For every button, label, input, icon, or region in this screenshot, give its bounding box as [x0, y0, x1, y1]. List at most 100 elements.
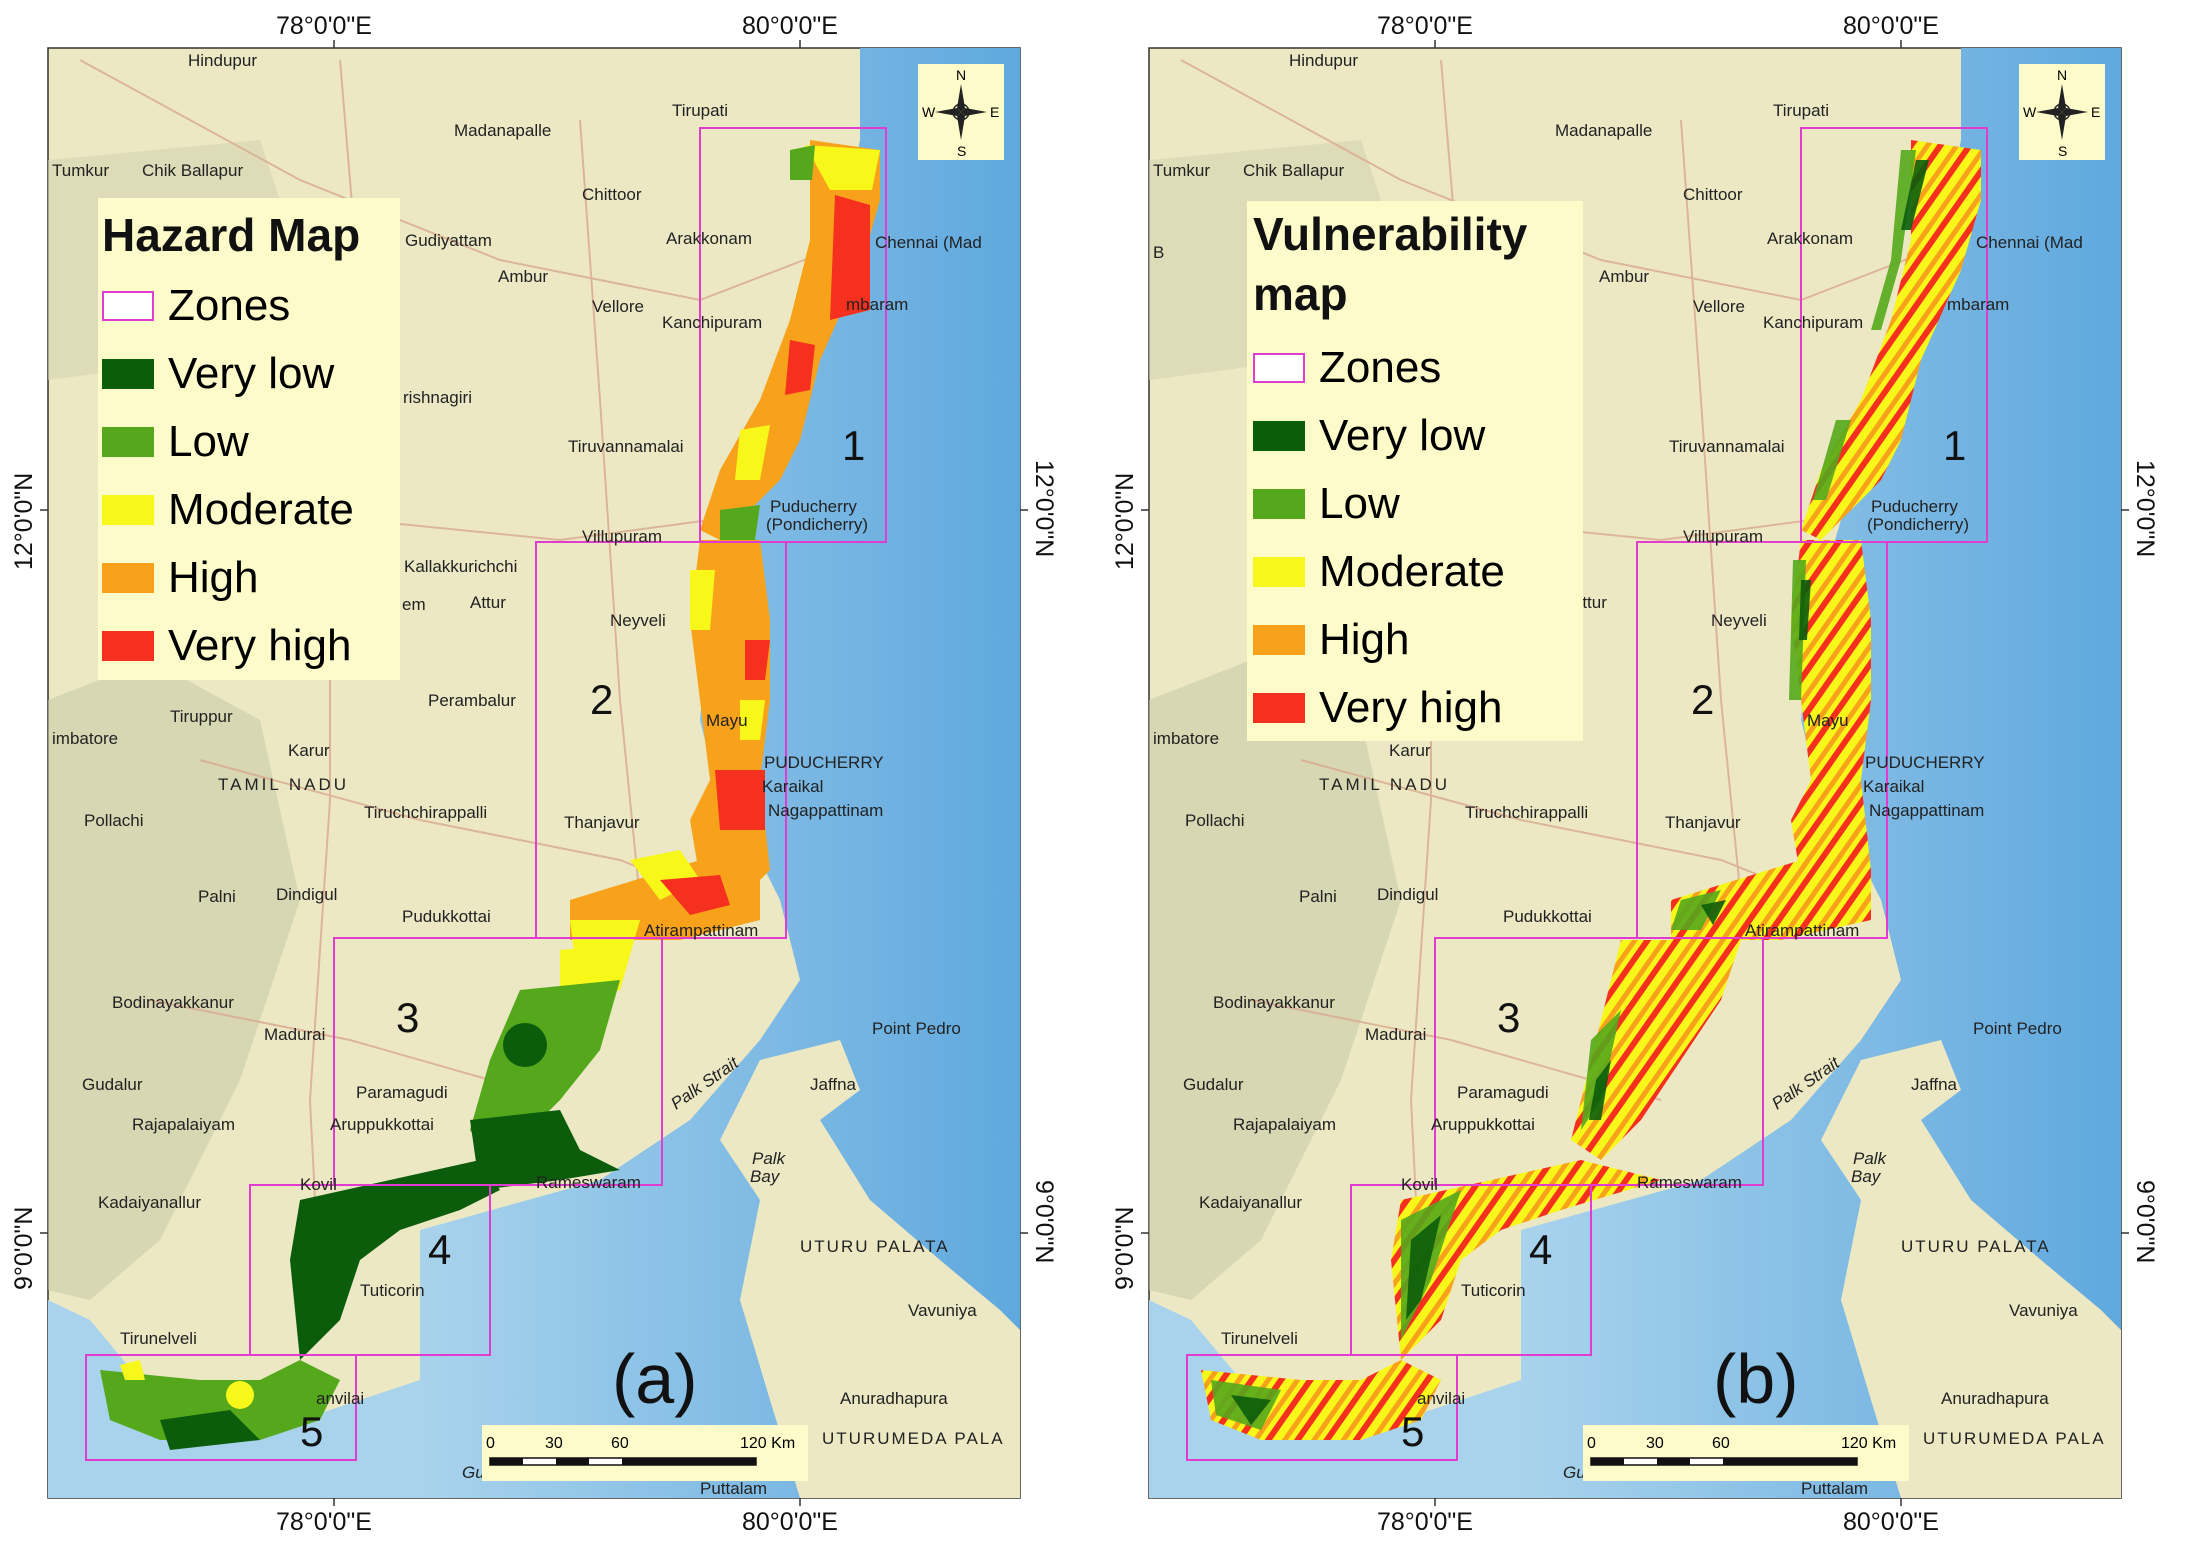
city-label: Chik Ballapur [142, 161, 243, 180]
city-label: Aruppukkottai [1431, 1115, 1535, 1134]
region-label: TAMIL NADU [1319, 775, 1450, 794]
region-label: UTURUMEDA PALA [822, 1429, 1005, 1448]
bottom-lon-label-78: 78°0'0"E [276, 1508, 372, 1536]
city-label: Tirunelveli [1221, 1329, 1298, 1348]
panel-letter-a: (a) [612, 1340, 698, 1418]
city-label: Tiruvannamalai [1669, 437, 1785, 456]
city-label: Chittoor [582, 185, 642, 204]
city-label: Atirampattinam [1745, 921, 1859, 940]
left-lat-label-9: 9°0'0"N [10, 1207, 38, 1290]
hazard-map-panel: 78°0'0"E 80°0'0"E 78°0'0"E 80°0'0"E 12°0… [0, 0, 1090, 1546]
city-label: Jaffna [1911, 1075, 1958, 1094]
city-label: Arakkonam [1767, 229, 1853, 248]
city-label: B [1153, 243, 1164, 262]
city-label: (Pondicherry) [1867, 515, 1969, 534]
city-label: Hindupur [1289, 51, 1358, 70]
city-label: Puducherry [1871, 497, 1958, 516]
right-lat-label-9: 9°0'0"N [2131, 1180, 2159, 1263]
city-label: Puttalam [1801, 1479, 1868, 1498]
sea-label: Bay [750, 1167, 781, 1186]
city-label: Vellore [592, 297, 644, 316]
legend-title: Hazard Map [102, 209, 361, 261]
city-label: Puducherry [770, 497, 857, 516]
region-label: UTURUMEDA PALA [1923, 1429, 2106, 1448]
svg-text:120 Km: 120 Km [740, 1435, 795, 1452]
city-label: Gudalur [82, 1075, 143, 1094]
city-label: Kadaiyanallur [1199, 1193, 1302, 1212]
svg-text:S: S [2058, 143, 2067, 159]
city-label: Point Pedro [1973, 1019, 2062, 1038]
city-label: Chennai (Mad [875, 233, 982, 252]
zone-label-5: 5 [1401, 1408, 1424, 1455]
city-label: Neyveli [1711, 611, 1767, 630]
right-lat-label-9: 9°0'0"N [1030, 1180, 1058, 1263]
scale-bar: 0 30 60 120 Km [1583, 1425, 1909, 1481]
city-label: Arakkonam [666, 229, 752, 248]
city-label: Madanapalle [1555, 121, 1652, 140]
city-label: Palni [1299, 887, 1337, 906]
top-lon-label-80: 80°0'0"E [742, 12, 838, 40]
city-label: Dindigul [276, 885, 337, 904]
sea-label: Bay [1851, 1167, 1882, 1186]
left-lat-label-12: 12°0'0"N [10, 473, 38, 570]
city-label: mbaram [846, 295, 908, 314]
svg-text:W: W [922, 104, 936, 120]
city-label: Tuticorin [1461, 1281, 1526, 1300]
city-label: Pollachi [84, 811, 144, 830]
region-label: PUDUCHERRY [764, 753, 884, 772]
city-label: Pudukkottai [402, 907, 491, 926]
city-label: Perambalur [428, 691, 516, 710]
city-label: anvilai [316, 1389, 364, 1408]
top-lon-label-80: 80°0'0"E [1843, 12, 1939, 40]
sea-label: Palk [1853, 1149, 1888, 1168]
city-label: Rameswaram [1637, 1173, 1742, 1192]
city-label: Aruppukkottai [330, 1115, 434, 1134]
city-label: Pudukkottai [1503, 907, 1592, 926]
city-label: Karaikal [762, 777, 823, 796]
city-label: Karaikal [1863, 777, 1924, 796]
western-ghats [48, 660, 300, 1300]
zone-label-4: 4 [1529, 1226, 1552, 1273]
svg-text:120 Km: 120 Km [1841, 1435, 1896, 1452]
compass-rose-icon: N S W E [918, 64, 1004, 160]
city-label: Thanjavur [564, 813, 640, 832]
region-label: UTURU PALATA [800, 1237, 950, 1256]
city-label: Rameswaram [536, 1173, 641, 1192]
city-label: Anuradhapura [1941, 1389, 2049, 1408]
left-lat-label-9: 9°0'0"N [1111, 1207, 1139, 1290]
city-label: Tirunelveli [120, 1329, 197, 1348]
sea-label: Palk [752, 1149, 787, 1168]
top-lon-label-78: 78°0'0"E [1377, 12, 1473, 40]
city-label: Rajapalaiyam [132, 1115, 235, 1134]
city-label: Rajapalaiyam [1233, 1115, 1336, 1134]
zone-label-5: 5 [300, 1408, 323, 1455]
city-label: Pollachi [1185, 811, 1245, 830]
right-lat-label-12: 12°0'0"N [2131, 460, 2159, 557]
zone-label-2: 2 [1691, 676, 1714, 723]
zone-label-1: 1 [1943, 422, 1966, 469]
city-label: Tumkur [1153, 161, 1210, 180]
scale-bar: 0 30 60 120 Km [482, 1425, 808, 1481]
city-label: Ambur [1599, 267, 1649, 286]
gulf-of-mannar [48, 1300, 420, 1498]
city-label: Vavuniya [908, 1301, 977, 1320]
city-label: Nagappattinam [768, 801, 883, 820]
legend-title-line1: Vulnerability [1253, 208, 1528, 260]
city-label: anvilai [1417, 1389, 1465, 1408]
vulnerability-legend: Vulnerability map Zones Very low Low Mod… [1247, 201, 1583, 741]
svg-text:30: 30 [1646, 1435, 1664, 1452]
svg-text:N: N [2057, 67, 2067, 83]
city-label: Kovil [300, 1175, 337, 1194]
city-label: Bodinayakkanur [112, 993, 234, 1012]
sri-lanka-landmass [1821, 1040, 2121, 1498]
western-ghats [1149, 660, 1401, 1300]
city-label: Karur [288, 741, 330, 760]
zone-label-3: 3 [1497, 994, 1520, 1041]
city-label: Madanapalle [454, 121, 551, 140]
legend-title-line2: map [1253, 268, 1348, 320]
svg-text:E: E [990, 104, 999, 120]
city-label: Anuradhapura [840, 1389, 948, 1408]
region-label: PUDUCHERRY [1865, 753, 1985, 772]
bottom-lon-label-80: 80°0'0"E [742, 1508, 838, 1536]
zone-label-3: 3 [396, 994, 419, 1041]
